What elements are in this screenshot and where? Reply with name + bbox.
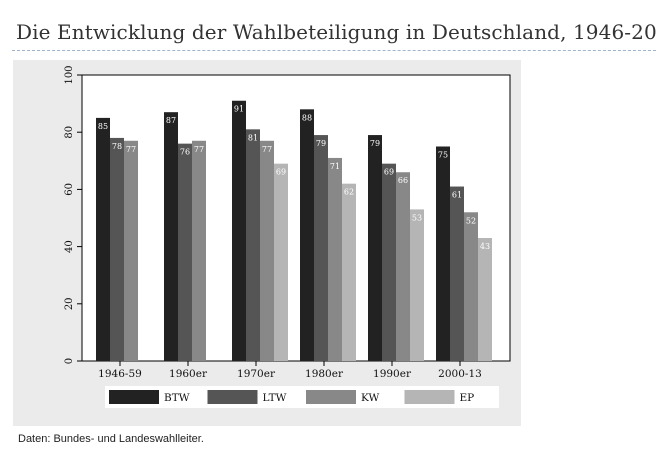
- data-label: 75: [438, 151, 448, 160]
- data-label: 79: [370, 139, 380, 148]
- bar-btw: [436, 146, 450, 361]
- y-tick-label: 20: [64, 297, 75, 310]
- y-tick-label: 40: [64, 240, 75, 253]
- data-label: 77: [194, 145, 204, 154]
- x-category-label: 1960er: [169, 368, 208, 380]
- data-label: 76: [180, 148, 190, 157]
- data-label: 77: [126, 145, 136, 154]
- x-category-label: 1990er: [373, 368, 412, 380]
- data-label: 91: [234, 105, 244, 114]
- data-label: 77: [262, 145, 272, 154]
- data-label: 69: [384, 168, 394, 177]
- bar-ep: [342, 183, 356, 361]
- legend-label: EP: [460, 392, 475, 404]
- bar-ltw: [178, 143, 192, 361]
- data-label: 85: [98, 122, 108, 131]
- bar-ltw: [110, 137, 124, 361]
- bar-btw: [368, 135, 382, 361]
- page-title: Die Entwicklung der Wahlbeteiligung in D…: [16, 20, 659, 44]
- data-label: 71: [330, 162, 340, 171]
- data-label: 69: [276, 168, 286, 177]
- y-tick-label: 100: [64, 65, 75, 84]
- title-divider: [12, 50, 656, 51]
- data-label: 81: [248, 133, 258, 142]
- bar-btw: [96, 117, 110, 362]
- y-tick-label: 80: [64, 126, 75, 139]
- bar-btw: [300, 109, 314, 361]
- data-label: 62: [344, 188, 354, 197]
- x-category-label: 1946-59: [98, 368, 142, 380]
- bar-kw: [260, 140, 274, 361]
- legend-swatch: [207, 390, 258, 404]
- bar-kw: [464, 212, 478, 361]
- chart-panel: 0 20 40 60 80 100 85 78 77 1946-59 87 76 77 1960er 91 8…: [13, 60, 521, 426]
- turnout-bar-chart: 0 20 40 60 80 100 85 78 77 1946-59 87 76 77 1960er 91 8…: [64, 65, 511, 408]
- legend: [105, 386, 499, 408]
- data-label: 88: [302, 113, 312, 122]
- bar-kw: [124, 140, 138, 361]
- bar-btw: [164, 112, 178, 362]
- bar-btw: [232, 100, 246, 362]
- data-label: 53: [412, 213, 422, 222]
- legend-label: KW: [361, 392, 379, 404]
- data-label: 87: [166, 116, 176, 125]
- bar-ltw: [382, 163, 396, 361]
- legend-swatch: [404, 390, 455, 404]
- legend-label: LTW: [263, 392, 287, 404]
- bar-kw: [396, 172, 410, 361]
- x-category-label: 1980er: [305, 368, 344, 380]
- bar-ltw: [450, 186, 464, 361]
- bar-ep: [410, 209, 424, 361]
- legend-swatch: [306, 390, 356, 404]
- bar-kw: [192, 140, 206, 361]
- legend-swatch: [109, 390, 159, 404]
- data-label: 79: [316, 139, 326, 148]
- bar-kw: [328, 157, 342, 361]
- legend-label: BTW: [164, 392, 190, 404]
- bar-ep: [478, 238, 492, 361]
- data-label: 52: [466, 216, 476, 225]
- data-label: 66: [398, 176, 408, 185]
- bar-ltw: [246, 129, 260, 361]
- bar-ep: [274, 163, 288, 361]
- data-label: 43: [480, 242, 490, 251]
- source-note: Daten: Bundes- und Landeswahlleiter.: [18, 433, 204, 445]
- data-label: 61: [452, 191, 462, 200]
- bar-ltw: [314, 135, 328, 361]
- x-category-label: 2000-13: [438, 368, 482, 380]
- data-label: 78: [112, 142, 122, 151]
- y-tick-label: 60: [64, 183, 75, 196]
- x-category-label: 1970er: [237, 368, 276, 380]
- y-tick-label: 0: [64, 358, 75, 364]
